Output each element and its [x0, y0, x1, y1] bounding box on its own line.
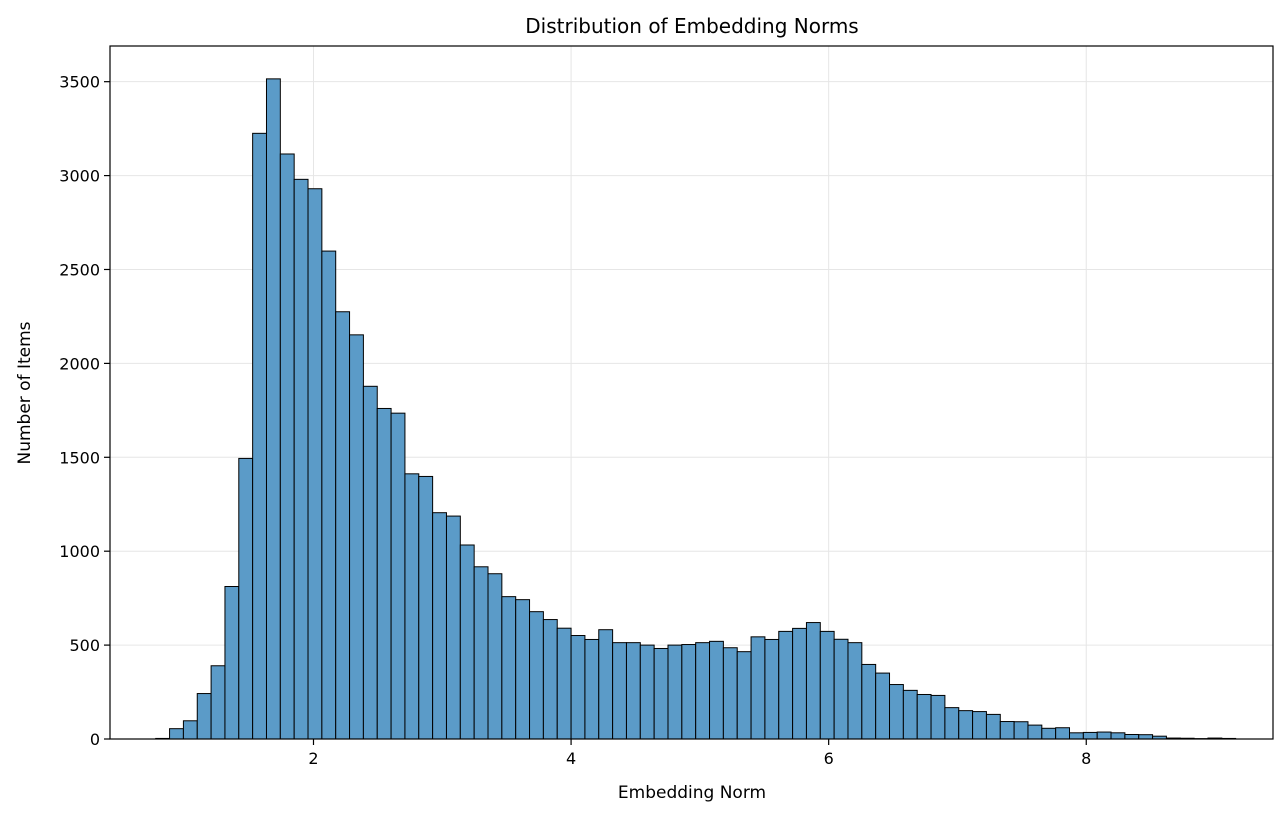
- histogram-bar: [1124, 733, 1140, 740]
- histogram-bar: [999, 721, 1015, 740]
- histogram-bar: [1041, 727, 1057, 740]
- histogram-bar: [736, 651, 752, 740]
- histogram-bar: [612, 642, 627, 740]
- histogram-bar: [985, 713, 1001, 740]
- histogram-bar: [861, 663, 877, 740]
- histogram-bar: [833, 638, 849, 740]
- histogram-bar: [238, 457, 254, 740]
- histogram-bar: [1110, 732, 1126, 740]
- histogram-bar: [722, 647, 738, 740]
- histogram-bar: [1082, 731, 1098, 740]
- y-tick-label: 3000: [59, 167, 100, 186]
- histogram-bar: [819, 630, 835, 740]
- x-tick-label: 2: [308, 749, 318, 768]
- plot-frame: [109, 45, 1274, 740]
- histogram-bar: [1055, 727, 1071, 740]
- histogram-bar: [792, 627, 807, 740]
- histogram-bar: [598, 629, 614, 740]
- histogram-bar: [362, 385, 378, 740]
- histogram-bar: [501, 596, 517, 740]
- histogram-bar: [279, 153, 295, 740]
- y-axis-ticks: 0 500 1000 1500 2000 2500 3000 3500: [59, 73, 110, 749]
- histogram-bar: [709, 640, 724, 740]
- histogram-bar: [196, 693, 212, 740]
- histogram-bar: [224, 586, 240, 740]
- chart-title: Distribution of Embedding Norms: [525, 14, 858, 38]
- histogram-bar: [459, 544, 475, 740]
- histogram-bar: [349, 334, 364, 740]
- histogram-bar: [376, 407, 392, 740]
- histogram-bar: [639, 644, 655, 740]
- y-tick-label: 3500: [59, 73, 100, 92]
- histogram-bar: [667, 644, 683, 740]
- x-tick-label: 6: [824, 749, 834, 768]
- x-tick-label: 8: [1081, 749, 1091, 768]
- histogram-bar: [778, 630, 794, 740]
- histogram-bar: [875, 672, 891, 740]
- histogram-bar: [418, 475, 434, 740]
- y-tick-label: 1500: [59, 448, 100, 467]
- histogram-bar: [958, 710, 974, 740]
- histogram-bar: [916, 693, 932, 740]
- y-tick-label: 0: [90, 730, 100, 749]
- x-axis-ticks: 2 4 6 8: [308, 739, 1091, 768]
- y-tick-label: 1000: [59, 542, 100, 561]
- histogram-bar: [293, 178, 309, 740]
- histogram-bar: [335, 311, 351, 740]
- histogram-bars: [155, 78, 1237, 740]
- x-axis-label: Embedding Norm: [618, 783, 766, 803]
- histogram-bar: [930, 694, 946, 740]
- histogram-bar: [321, 250, 337, 740]
- histogram-bar: [695, 642, 711, 740]
- histogram-bar: [1138, 734, 1154, 740]
- histogram-bar: [764, 638, 780, 740]
- histogram-bar: [1027, 724, 1043, 740]
- histogram-bar: [805, 622, 821, 740]
- y-tick-label: 500: [69, 636, 100, 655]
- histogram-bar: [307, 188, 323, 740]
- histogram-bar: [529, 611, 544, 740]
- histogram-bar: [404, 473, 420, 740]
- histogram-bar: [1069, 732, 1084, 740]
- histogram-bar: [847, 642, 863, 740]
- histogram-bar: [169, 728, 184, 740]
- histogram-bar: [432, 512, 447, 740]
- x-tick-label: 4: [566, 749, 576, 768]
- histogram-bar: [584, 638, 600, 740]
- histogram-bar: [210, 665, 226, 740]
- y-tick-label: 2500: [59, 260, 100, 279]
- histogram-bar: [570, 635, 586, 740]
- histogram-bar: [1096, 731, 1112, 740]
- histogram-bar: [625, 642, 641, 740]
- histogram-bar: [1013, 721, 1029, 740]
- histogram-bar: [556, 627, 572, 740]
- histogram-bar: [445, 515, 461, 740]
- histogram-bar: [515, 599, 531, 740]
- histogram-bar: [182, 720, 198, 740]
- histogram-bar: [252, 132, 267, 740]
- histogram-bar: [542, 619, 558, 740]
- histogram-bar: [889, 684, 904, 740]
- y-tick-label: 2000: [59, 354, 100, 373]
- histogram-bar: [972, 711, 987, 740]
- histogram-bar: [265, 78, 281, 740]
- histogram-bar: [902, 689, 918, 740]
- histogram-bar: [944, 707, 960, 740]
- histogram-bar: [681, 644, 697, 740]
- histogram-bar: [473, 566, 489, 740]
- histogram-bar: [487, 573, 503, 740]
- histogram-bar: [653, 647, 669, 740]
- histogram-bar: [750, 636, 766, 740]
- y-axis-label: Number of Items: [15, 321, 35, 464]
- histogram-bar: [390, 412, 406, 740]
